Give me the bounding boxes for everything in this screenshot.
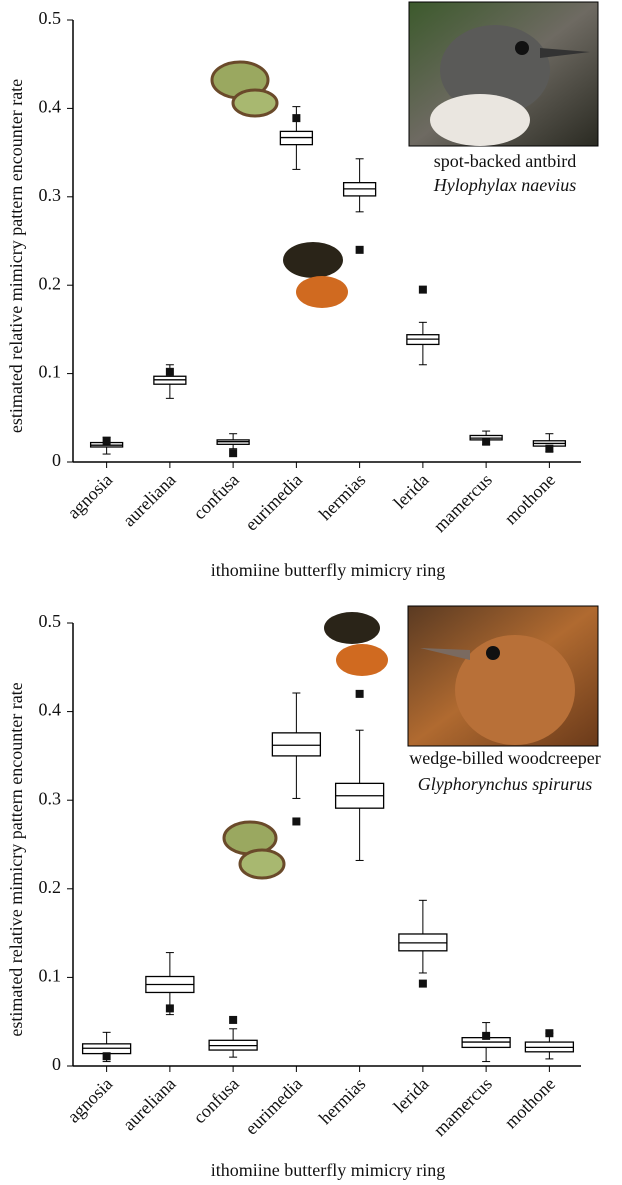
x-tick-label: mothone (500, 470, 559, 529)
observed-point (229, 449, 238, 458)
x-tick-label: aureliana (119, 470, 180, 531)
x-tick-label: lerida (389, 470, 432, 513)
observed-point (102, 1052, 111, 1061)
photo-woodcreeper (407, 605, 599, 747)
x-tick-label: mothone (500, 1074, 559, 1133)
observed-point (165, 367, 174, 376)
x-tick-label: eurimedia (241, 470, 306, 535)
observed-point (355, 245, 364, 254)
x-tick-label: mamercus (429, 470, 495, 536)
observed-point (292, 114, 301, 123)
observed-point (102, 436, 111, 445)
x-tick-label: lerida (389, 1074, 432, 1117)
annotation: spot-backed antbird (434, 151, 576, 171)
y-tick-label: 0.3 (39, 185, 62, 205)
y-tick-label: 0.1 (39, 966, 62, 986)
x-tick-label: eurimedia (241, 1074, 306, 1139)
observed-point (482, 1031, 491, 1040)
observed-point (418, 285, 427, 294)
box (271, 732, 322, 757)
x-axis-label: ithomiine butterfly mimicry ring (211, 560, 445, 580)
x-tick-label: mamercus (429, 1074, 495, 1140)
photo-antbird (408, 1, 599, 147)
observed-point (545, 444, 554, 453)
x-axis-label: ithomiine butterfly mimicry ring (211, 1160, 445, 1180)
y-tick-label: 0.5 (39, 8, 62, 28)
observed-point (229, 1015, 238, 1024)
observed-point (482, 437, 491, 446)
butterfly-tiger (283, 242, 388, 676)
observed-point (545, 1029, 554, 1038)
x-tick-label: hermias (315, 1074, 369, 1128)
y-tick-label: 0.5 (39, 611, 62, 631)
observed-point (355, 689, 364, 698)
y-tick-label: 0.3 (39, 788, 62, 808)
y-tick-label: 0 (52, 1054, 61, 1074)
x-tick-label: agnosia (63, 1074, 116, 1127)
observed-point (292, 817, 301, 826)
x-tick-label: confusa (189, 1074, 243, 1128)
observed-point (165, 1004, 174, 1013)
y-axis-label: estimated relative mimicry pattern encou… (6, 682, 26, 1036)
y-tick-label: 0 (52, 450, 61, 470)
y-tick-label: 0.2 (39, 877, 62, 897)
y-tick-label: 0.4 (39, 97, 62, 117)
y-tick-label: 0.1 (39, 362, 62, 382)
annotation: Glyphorynchus spirurus (418, 774, 593, 794)
observed-point (418, 979, 427, 988)
y-tick-label: 0.4 (39, 700, 62, 720)
y-tick-label: 0.2 (39, 273, 62, 293)
x-tick-label: agnosia (63, 470, 116, 523)
y-axis-label: estimated relative mimicry pattern encou… (6, 79, 26, 433)
x-tick-label: hermias (315, 470, 369, 524)
x-tick-label: aureliana (119, 1074, 180, 1135)
annotation: Hylophylax naevius (433, 175, 576, 195)
x-tick-label: confusa (189, 470, 243, 524)
annotation: wedge-billed woodcreeper (409, 748, 600, 768)
butterfly-glasswing (210, 60, 286, 880)
